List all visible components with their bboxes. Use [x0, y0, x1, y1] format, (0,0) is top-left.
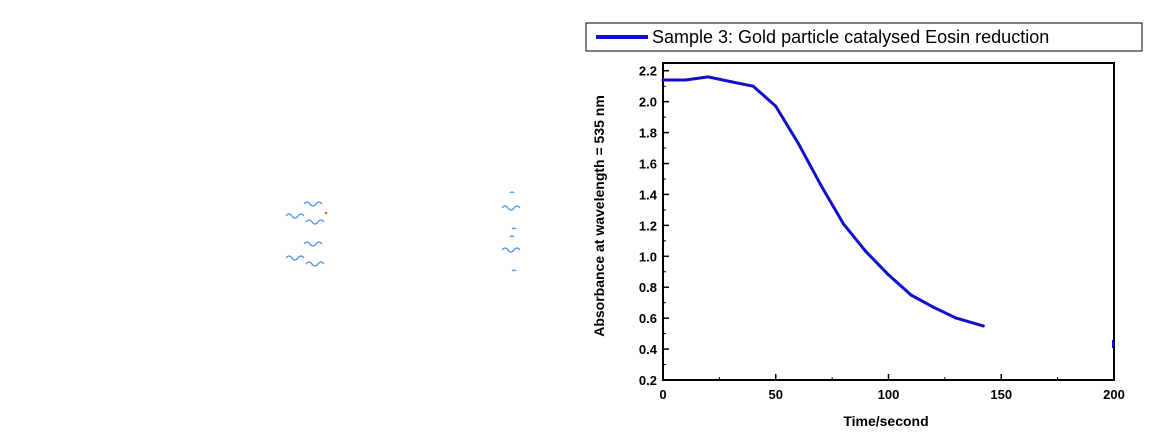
x-tick-label: 50	[769, 387, 783, 402]
series-point	[684, 78, 688, 82]
wave-mark	[305, 219, 325, 225]
y-tick-label: 2.0	[639, 95, 657, 110]
wave-mark	[509, 235, 515, 238]
y-tick-label: 0.2	[639, 373, 657, 388]
y-tick-label: 2.2	[639, 64, 657, 79]
wave-mark	[511, 227, 517, 230]
series-point	[706, 75, 710, 79]
legend-box	[585, 22, 1143, 52]
x-axis-title: Time/second	[843, 413, 928, 429]
wave-mark	[285, 213, 305, 219]
plot-area	[662, 62, 1115, 381]
series-point	[932, 305, 936, 309]
x-tick-label: 100	[878, 387, 900, 402]
wave-mark	[509, 191, 515, 194]
series-point	[864, 250, 868, 254]
x-tick-label: 200	[1103, 387, 1125, 402]
y-tick-label: 0.4	[639, 342, 658, 357]
y-tick-label: 1.0	[639, 249, 657, 264]
x-tick-label: 150	[990, 387, 1012, 402]
x-axis-ticks: 0 50 100 150 200	[659, 374, 1125, 402]
legend: Sample 3: Gold particle catalysed Eosin …	[585, 22, 1143, 52]
series-point	[909, 293, 913, 297]
legend-label: Sample 3: Gold particle catalysed Eosin …	[652, 27, 1049, 47]
y-axis-title: Absorbance at wavelength = 535 nm	[591, 95, 607, 337]
decorative-wave-marks	[285, 191, 521, 272]
y-tick-label: 0.8	[639, 280, 657, 295]
y-tick-label: 1.6	[639, 157, 657, 172]
series-point	[751, 84, 755, 88]
y-axis-ticks: 0.2 0.4 0.6 0.8 1.0 1.2 1.4 1.6 1.8 2.0 2.2	[639, 64, 669, 388]
series-point	[819, 183, 823, 187]
series-point	[796, 141, 800, 145]
wave-mark	[305, 261, 325, 267]
y-tick-label: 1.8	[639, 126, 657, 141]
y-tick-label: 1.2	[639, 218, 657, 233]
series-point	[981, 324, 985, 328]
series-point	[661, 78, 665, 82]
series-point	[729, 80, 733, 84]
series-line	[661, 75, 985, 328]
series-point	[954, 316, 958, 320]
wave-mark	[303, 201, 323, 207]
wave-mark	[303, 241, 323, 247]
wave-dot	[324, 211, 328, 215]
x-tick-label: 0	[659, 387, 666, 402]
wave-mark	[501, 247, 521, 253]
wave-mark	[285, 255, 305, 261]
y-tick-label: 1.4	[639, 187, 658, 202]
series-point	[887, 273, 890, 277]
y-tick-label: 0.6	[639, 311, 657, 326]
series-layer	[661, 75, 985, 328]
wave-mark	[511, 269, 517, 272]
series-point	[774, 104, 778, 108]
wave-mark	[501, 205, 521, 211]
series-point	[841, 222, 845, 226]
